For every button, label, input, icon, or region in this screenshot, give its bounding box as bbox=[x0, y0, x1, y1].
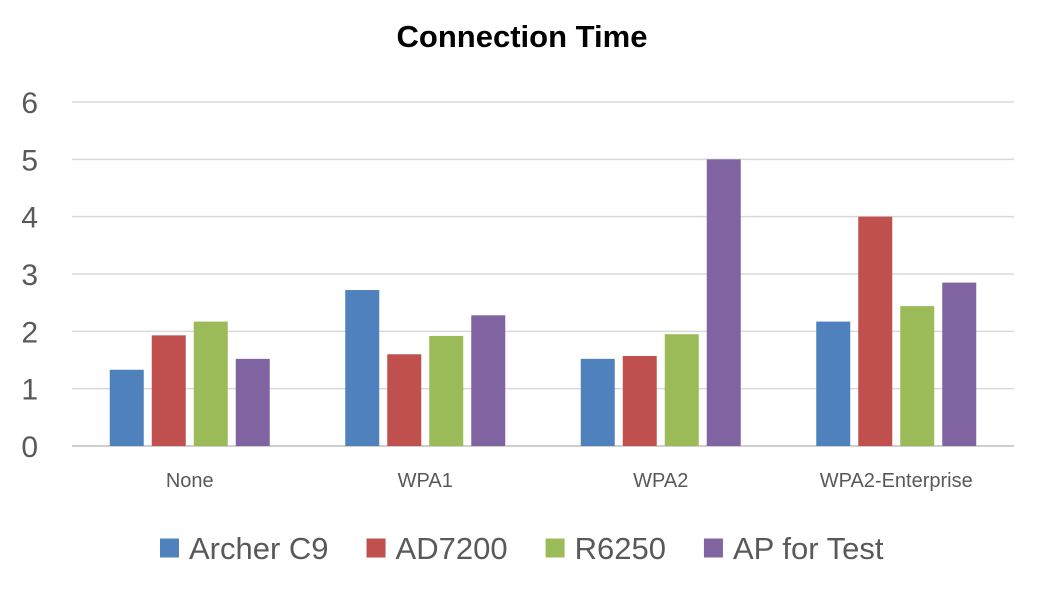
legend-swatch bbox=[703, 538, 723, 558]
bar bbox=[235, 358, 270, 446]
bar bbox=[471, 315, 506, 446]
legend-label: R6250 bbox=[575, 531, 666, 566]
bar bbox=[942, 282, 977, 446]
legend: Archer C9 AD7200 R6250 AP for Test bbox=[160, 531, 884, 566]
bar bbox=[858, 216, 893, 446]
y-tick-label: 3 bbox=[21, 259, 38, 292]
bar bbox=[580, 358, 615, 446]
bar bbox=[622, 355, 657, 446]
y-tick-label: 1 bbox=[21, 374, 38, 407]
chart-title: Connection Time bbox=[397, 19, 648, 54]
bars bbox=[109, 159, 977, 447]
bar bbox=[387, 354, 422, 446]
y-tick-label: 0 bbox=[21, 431, 38, 464]
x-tick-label: WPA2-Enterprise bbox=[820, 470, 973, 492]
y-tick-label: 2 bbox=[21, 316, 38, 349]
bar bbox=[664, 334, 699, 446]
y-tick-label: 5 bbox=[21, 144, 38, 177]
x-tick-label: WPA2 bbox=[633, 470, 688, 492]
bar bbox=[193, 321, 228, 446]
legend-label: Archer C9 bbox=[189, 531, 329, 566]
legend-label: AD7200 bbox=[396, 531, 508, 566]
legend-swatch bbox=[160, 538, 179, 558]
bar bbox=[816, 321, 851, 446]
legend-swatch bbox=[545, 538, 565, 558]
legend-label: AP for Test bbox=[733, 531, 884, 566]
bar bbox=[345, 290, 380, 446]
bar bbox=[706, 159, 741, 447]
x-axis-ticks: None WPA1 WPA2 WPA2-Enterprise bbox=[166, 470, 973, 492]
bar bbox=[429, 335, 464, 446]
x-tick-label: WPA1 bbox=[398, 470, 453, 492]
bar bbox=[900, 306, 935, 446]
bar bbox=[109, 369, 144, 446]
y-tick-label: 6 bbox=[21, 87, 38, 120]
legend-swatch bbox=[366, 538, 386, 558]
gridlines bbox=[72, 101, 1014, 447]
y-tick-label: 4 bbox=[21, 202, 38, 235]
y-axis-ticks: 0 1 2 3 4 5 6 bbox=[21, 87, 38, 464]
bar bbox=[151, 335, 186, 446]
x-tick-label: None bbox=[166, 470, 214, 492]
